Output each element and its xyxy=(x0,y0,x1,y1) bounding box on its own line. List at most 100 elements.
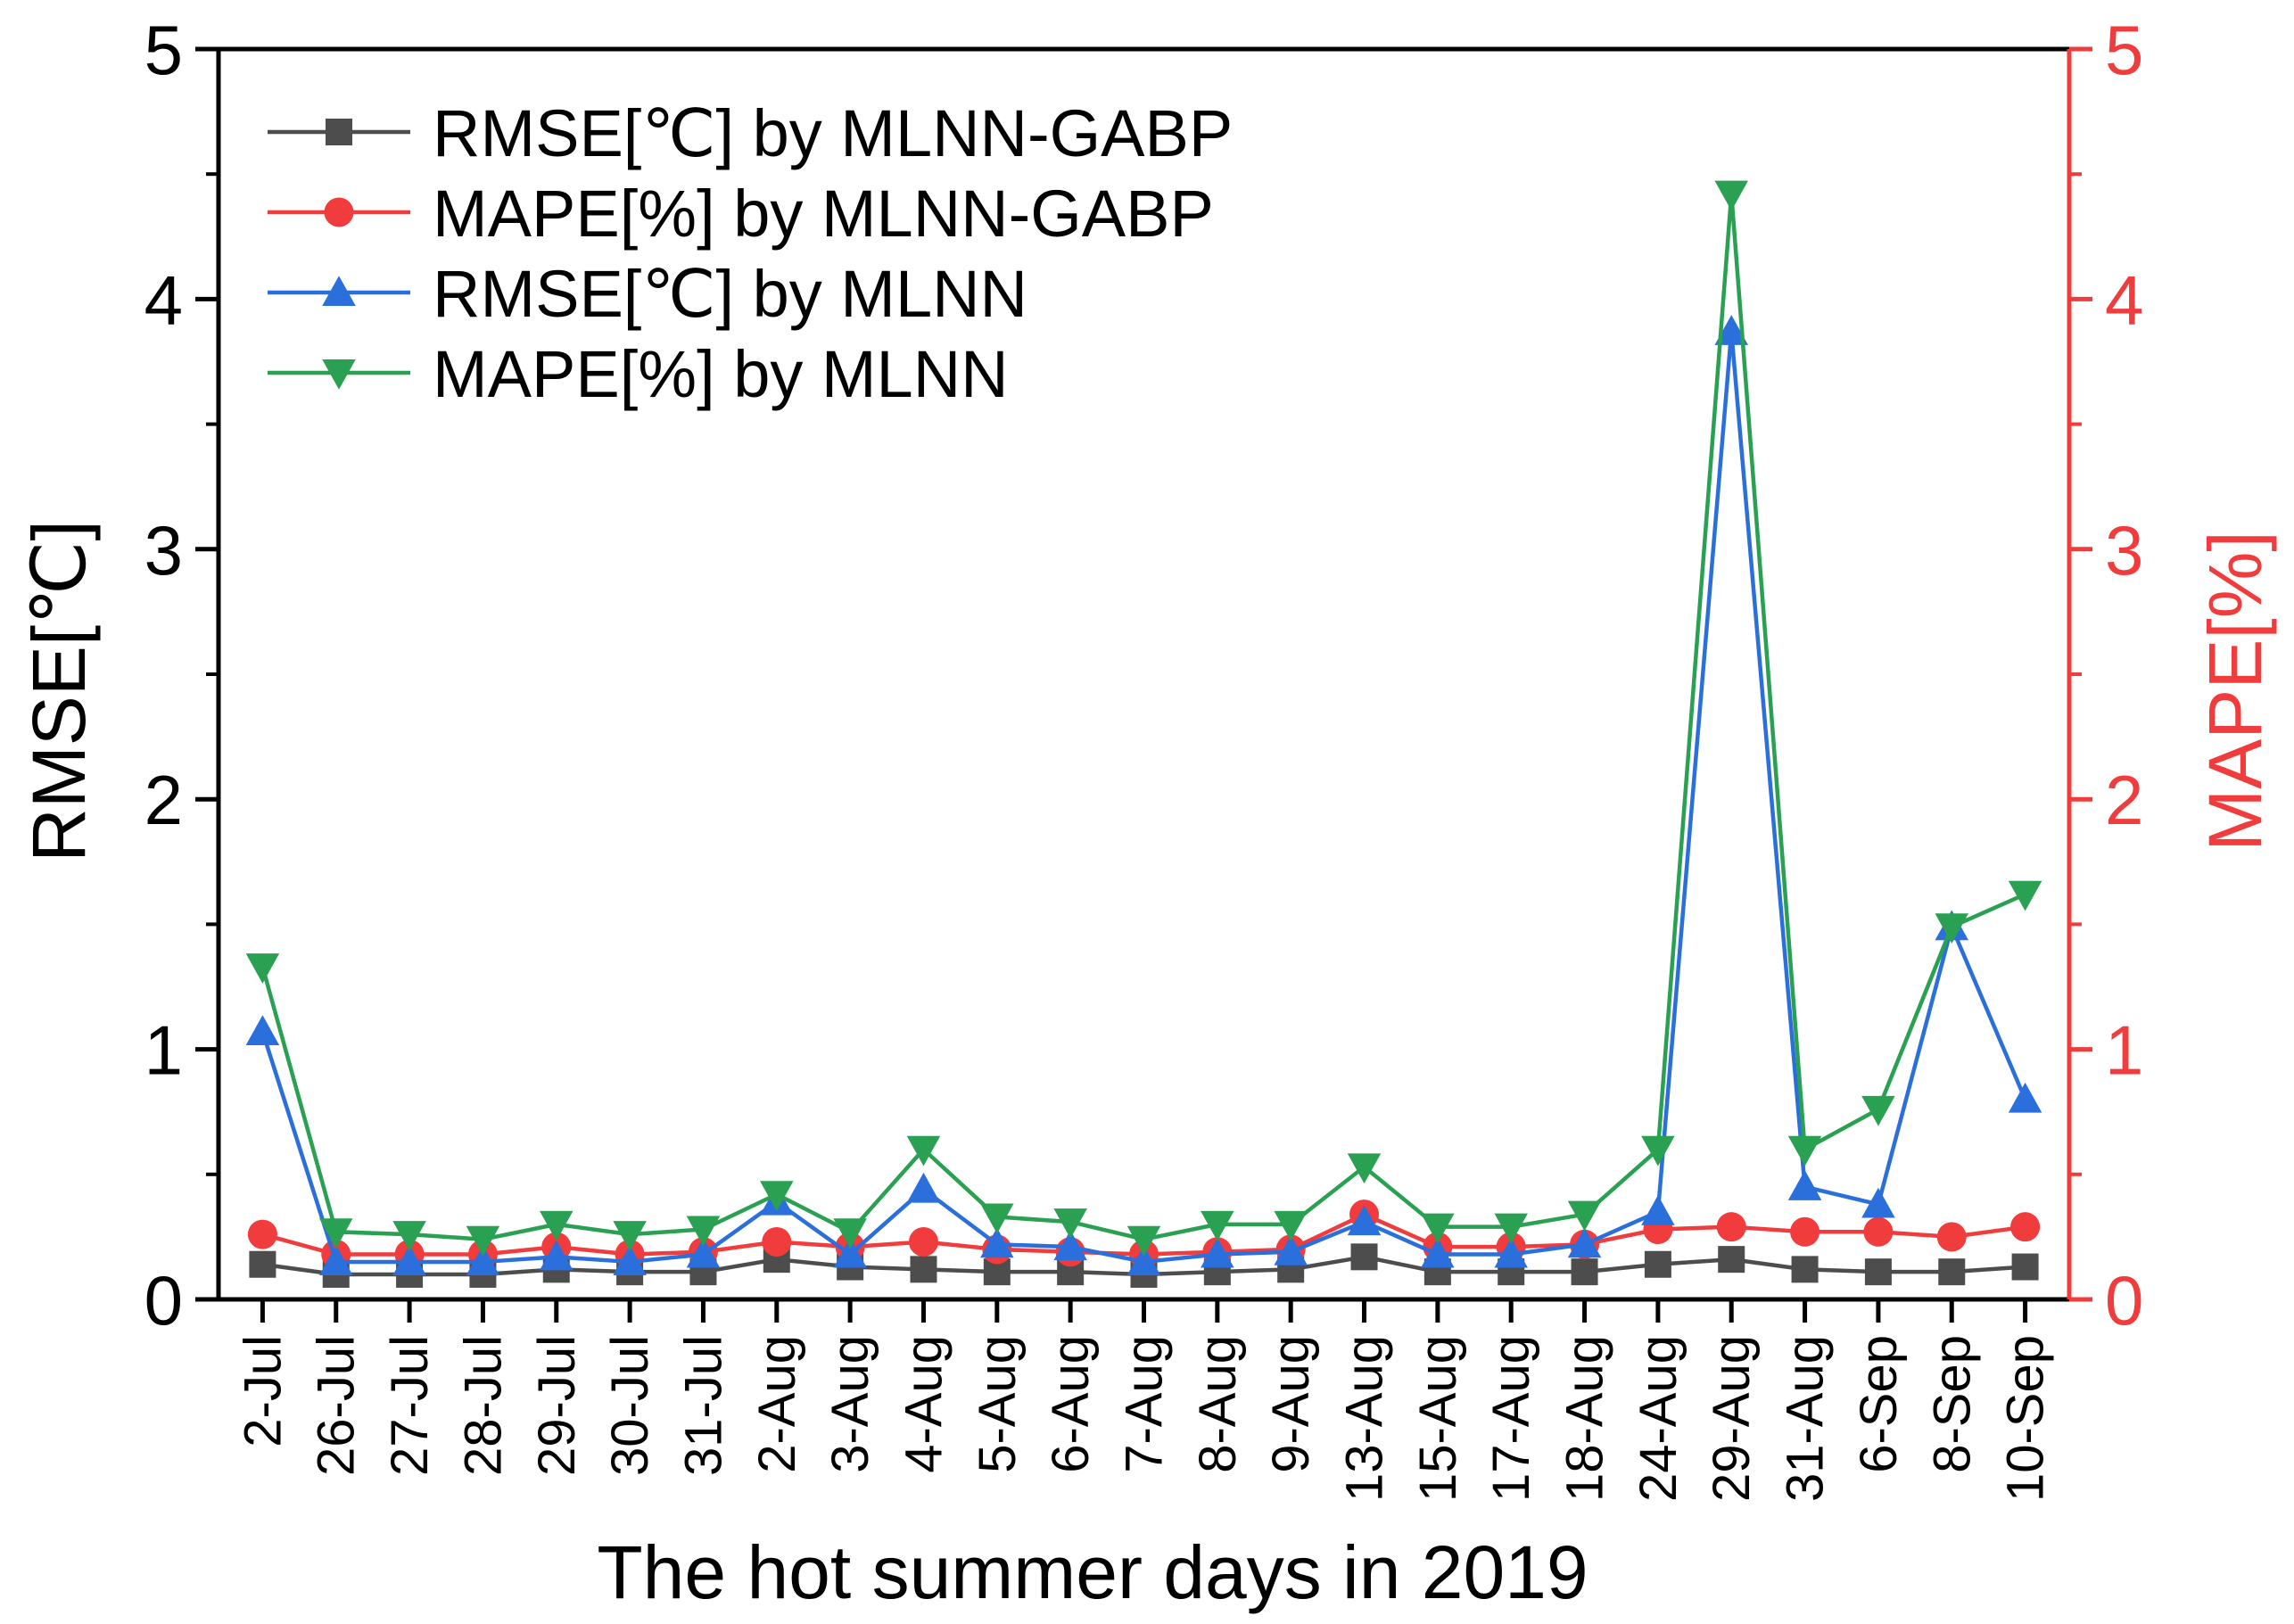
x-tick-label: 4-Aug xyxy=(895,1335,953,1473)
series-1-point xyxy=(1350,1243,1378,1271)
x-tick-label: 6-Aug xyxy=(1042,1335,1100,1473)
x-tick-label: 27-Jul xyxy=(381,1335,439,1476)
series-4-point xyxy=(1053,1208,1087,1239)
x-tick-label: 31-Aug xyxy=(1777,1335,1835,1502)
x-tick-label: 8-Sep xyxy=(1923,1335,1981,1473)
series-4-point xyxy=(613,1221,647,1251)
series-4-point xyxy=(2008,880,2042,911)
series-3-point xyxy=(1567,1227,1602,1258)
series-3-point xyxy=(906,1172,941,1203)
y-tick-label-left: 3 xyxy=(144,511,183,589)
series-3-point xyxy=(1347,1205,1382,1236)
series-1-point xyxy=(1938,1258,1966,1286)
series-2-point xyxy=(247,1219,277,1249)
series-3-point xyxy=(613,1245,647,1275)
series-4-point xyxy=(1861,1095,1895,1126)
y-axis-title-left: RMSE[℃] xyxy=(17,520,101,862)
x-tick-label: 3-Aug xyxy=(821,1335,879,1473)
series-4-point xyxy=(1274,1210,1308,1241)
legend-marker-1 xyxy=(326,119,352,145)
y-axis-title-right: MAPE[%] xyxy=(2193,531,2277,851)
series-4-point xyxy=(1421,1213,1455,1244)
series-3-point xyxy=(2008,1082,2042,1113)
series-1-point xyxy=(1718,1246,1745,1274)
series-3-point xyxy=(833,1237,867,1268)
y-tick-label-right: 5 xyxy=(2105,11,2143,89)
series-3-point xyxy=(1714,315,1748,345)
series-3-point xyxy=(1274,1234,1308,1265)
legend-label-1: RMSE[℃] by MLNN-GABP xyxy=(433,96,1233,170)
series-3-point xyxy=(466,1245,500,1275)
series-4-point xyxy=(686,1216,721,1247)
x-tick-label: 26-Jul xyxy=(308,1335,366,1476)
x-axis-title: The hot summer days in 2019 xyxy=(597,1530,1588,1614)
x-tick-label: 2-Jul xyxy=(234,1335,292,1447)
series-3-point xyxy=(980,1227,1014,1258)
x-tick-label: 9-Aug xyxy=(1262,1335,1320,1473)
legend-marker-3 xyxy=(322,276,356,306)
series-4-point xyxy=(1935,913,1969,944)
y-tick-label-right: 1 xyxy=(2105,1011,2143,1090)
legend-label-2: MAPE[%] by MLNN-GABP xyxy=(433,177,1214,251)
y-tick-label-left: 5 xyxy=(144,11,183,89)
series-4-point xyxy=(1787,1135,1822,1166)
y-tick-label-right: 0 xyxy=(2105,1261,2143,1340)
series-3-point xyxy=(1421,1237,1455,1268)
series-2-point xyxy=(2010,1212,2041,1242)
series-4-point xyxy=(1201,1210,1234,1241)
series-1-point xyxy=(1571,1258,1598,1286)
series-4-point xyxy=(466,1225,500,1257)
series-3-point xyxy=(1787,1170,1822,1200)
y-tick-label-left: 4 xyxy=(144,260,183,339)
series-2-point xyxy=(1790,1216,1820,1247)
series-3-point xyxy=(1861,1187,1895,1218)
x-tick-label: 29-Jul xyxy=(528,1335,586,1476)
series-4-point xyxy=(1126,1225,1161,1257)
series-2-point xyxy=(1716,1212,1746,1242)
series-3-point xyxy=(245,1015,280,1045)
series-1-point xyxy=(910,1256,937,1283)
x-tick-label: 18-Aug xyxy=(1556,1335,1614,1502)
x-tick-label: 17-Aug xyxy=(1482,1335,1540,1502)
series-4-point xyxy=(318,1218,353,1249)
x-tick-label: 15-Aug xyxy=(1409,1335,1467,1502)
series-2-point xyxy=(1936,1222,1967,1252)
x-tick-label: 31-Jul xyxy=(674,1335,732,1476)
series-3-point xyxy=(392,1245,426,1275)
series-2-point xyxy=(908,1227,938,1257)
x-tick-label: 24-Aug xyxy=(1630,1335,1687,1502)
series-3-point xyxy=(1641,1195,1675,1225)
series-1-point xyxy=(1644,1250,1671,1278)
series-1-point xyxy=(1791,1256,1819,1283)
x-tick-label: 7-Aug xyxy=(1116,1335,1174,1473)
legend-marker-2 xyxy=(324,197,354,227)
series-3-point xyxy=(540,1240,574,1271)
y-tick-label-left: 2 xyxy=(144,761,183,839)
x-tick-label: 30-Jul xyxy=(601,1335,659,1476)
series-3-point xyxy=(1053,1230,1087,1261)
x-tick-label: 10-Sep xyxy=(1997,1335,2055,1502)
series-4-point xyxy=(833,1218,867,1249)
series-1-point xyxy=(1864,1258,1892,1286)
series-4-point xyxy=(540,1210,574,1241)
series-4-point xyxy=(1494,1213,1528,1244)
y-tick-label-left: 0 xyxy=(144,1261,183,1340)
series-3-point xyxy=(318,1245,353,1275)
y-tick-label-right: 2 xyxy=(2105,761,2143,839)
series-4-point xyxy=(1567,1200,1602,1232)
series-4-point xyxy=(760,1181,794,1211)
legend-marker-4 xyxy=(322,359,356,390)
series-4-point xyxy=(1641,1135,1675,1166)
legend-label-3: RMSE[℃] by MLNN xyxy=(433,257,1027,331)
plot-area: 0 1 2 3 4 5 0 1 2 3 4 5 2-Jul 26-Jul 27-Jul 28-Jul 29-Ju… xyxy=(144,11,2144,1502)
series-4-point xyxy=(906,1135,941,1166)
series-3-point xyxy=(686,1237,721,1268)
y-tick-label-right: 4 xyxy=(2105,260,2143,339)
x-tick-label: 8-Aug xyxy=(1189,1335,1247,1473)
y-tick-label-right: 3 xyxy=(2105,511,2143,589)
series-4-point xyxy=(1714,180,1748,211)
